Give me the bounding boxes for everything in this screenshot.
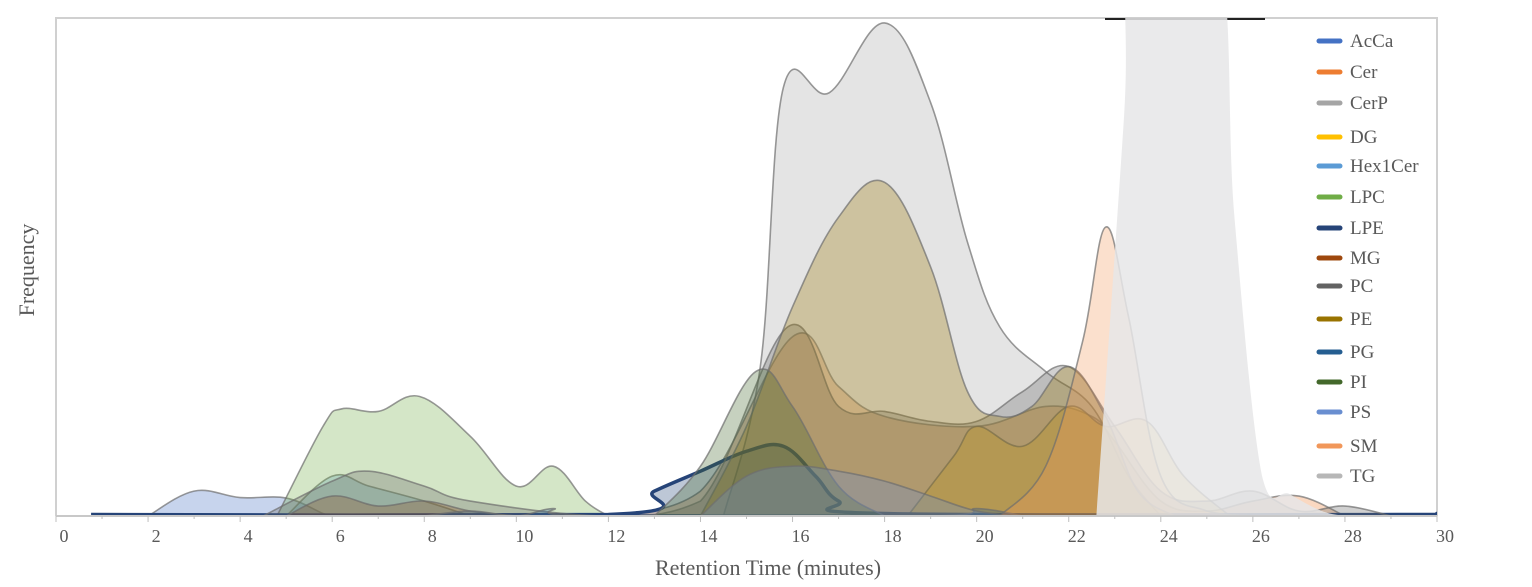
x-tick-label: 28 <box>1344 526 1362 546</box>
x-tick-label: 8 <box>428 526 437 546</box>
legend-item-mg: MG <box>1316 248 1381 269</box>
legend-label: MG <box>1350 248 1381 269</box>
legend-item-sm: SM <box>1316 436 1378 457</box>
legend-label: SM <box>1350 436 1378 457</box>
legend-label: AcCa <box>1350 31 1394 52</box>
legend-item-ps: PS <box>1316 402 1371 423</box>
legend-item-pc: PC <box>1316 276 1373 297</box>
x-tick-label: 18 <box>884 526 902 546</box>
legend-item-cerp: CerP <box>1316 93 1388 114</box>
legend-label: TG <box>1350 466 1376 487</box>
x-tick-label: 10 <box>515 526 533 546</box>
legend-label: PS <box>1350 402 1371 423</box>
density-area-hex1cer <box>284 474 471 516</box>
x-tick-label: 30 <box>1436 526 1454 546</box>
legend-item-lpe: LPE <box>1316 218 1384 239</box>
legend-item-pg: PG <box>1316 342 1375 363</box>
x-tick-label: 12 <box>607 526 625 546</box>
density-area-lpc <box>276 394 610 516</box>
x-axis-label: Retention Time (minutes) <box>655 555 881 580</box>
density-area-ps <box>699 465 1023 516</box>
x-tick-label: 20 <box>976 526 994 546</box>
legend-label: PI <box>1350 372 1367 393</box>
x-tick-label: 24 <box>1160 526 1178 546</box>
legend-item-lpc: LPC <box>1316 187 1385 208</box>
x-tick-label: 16 <box>792 526 810 546</box>
x-tick-label: 22 <box>1068 526 1086 546</box>
legend-label: PC <box>1350 276 1373 297</box>
plot-border <box>55 17 1438 516</box>
legend-label: LPE <box>1350 218 1384 239</box>
legend-item-dg: DG <box>1316 127 1378 148</box>
x-tick-label: 0 <box>60 526 69 546</box>
density-area-cerp <box>722 22 1162 516</box>
y-axis-label: Frequency <box>14 224 39 317</box>
legend-label: LPC <box>1350 187 1385 208</box>
legend-label: Hex1Cer <box>1350 156 1419 177</box>
legend-label: DG <box>1350 127 1378 148</box>
legend-item-pi: PI <box>1316 372 1367 393</box>
legend-label: PE <box>1350 309 1372 330</box>
legend-label: Cer <box>1350 62 1378 83</box>
legend-item-acca: AcCa <box>1316 31 1394 52</box>
x-tick-label: 14 <box>699 526 717 546</box>
x-tick-label: 2 <box>152 526 161 546</box>
legend-item-hex1cer: Hex1Cer <box>1316 156 1419 177</box>
legend: AcCa Cer CerP DG Hex1Cer LPC LPE MG PC PE PG PI PS SM… <box>1316 31 1419 487</box>
density-area-tg <box>1096 18 1345 516</box>
legend-label: CerP <box>1350 93 1388 114</box>
density-areas <box>91 18 1437 516</box>
x-axis: 0 2 4 6 8 10 12 14 16 18 20 22 24 26 28 30 <box>55 515 1454 546</box>
x-tick-label: 6 <box>336 526 345 546</box>
legend-item-cer: Cer <box>1316 62 1378 83</box>
x-tick-label: 26 <box>1252 526 1270 546</box>
legend-item-pe: PE <box>1316 309 1372 330</box>
density-area-pi <box>653 368 887 516</box>
legend-item-tg: TG <box>1316 466 1376 487</box>
legend-label: PG <box>1350 342 1375 363</box>
x-tick-label: 4 <box>244 526 253 546</box>
